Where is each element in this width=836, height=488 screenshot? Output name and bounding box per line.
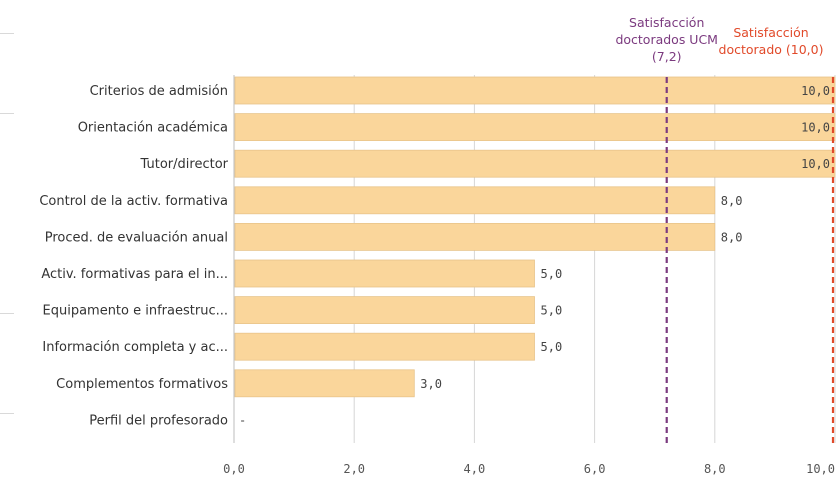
reference-line-label: doctorado (10,0)	[719, 42, 824, 57]
category-label: Tutor/director	[140, 157, 229, 172]
value-label: 5,0	[541, 304, 563, 318]
value-label: 8,0	[721, 230, 743, 244]
category-label: Orientación académica	[78, 121, 228, 136]
bar	[234, 113, 836, 141]
category-label: Perfil del profesorado	[89, 413, 228, 428]
bar	[234, 76, 836, 105]
category-label: Criterios de admisión	[90, 84, 228, 99]
x-tick-label: 6,0	[584, 462, 606, 476]
category-label: Activ. formativas para el in...	[41, 267, 228, 282]
value-label: 5,0	[541, 340, 563, 354]
panel-divider	[0, 413, 14, 414]
bar	[234, 369, 415, 398]
bar	[234, 149, 836, 178]
reference-line-label: Satisfacción	[629, 15, 704, 30]
category-label: Control de la activ. formativa	[39, 194, 228, 209]
x-tick-label: 4,0	[464, 462, 486, 476]
panel-divider	[0, 33, 14, 34]
reference-line-label: doctorados UCM	[615, 32, 718, 47]
category-label: Equipamento e infraestruc...	[43, 304, 229, 319]
category-label: Proced. de evaluación anual	[45, 230, 228, 245]
bar	[234, 186, 716, 215]
axis: 0,0 2,0 4,0 6,0 8,0 10,0 Criterios de admisión…	[39, 75, 835, 476]
value-label: 10,0	[801, 121, 830, 135]
bar	[234, 332, 535, 361]
panel-divider	[0, 113, 14, 114]
value-label: 3,0	[420, 377, 442, 391]
bars: 10,0 10,0 10,0 8,0 8,0 5,0 5,0 5,0 3,0 -	[234, 76, 836, 427]
bar	[234, 222, 716, 251]
left-panel-edge	[0, 0, 14, 488]
value-label: 10,0	[801, 84, 830, 98]
category-label: Información completa y ac...	[42, 340, 228, 355]
reference-line-label: (7,2)	[652, 49, 682, 64]
value-label: -	[239, 413, 246, 427]
bar	[234, 296, 535, 325]
panel-divider	[0, 313, 14, 314]
value-label: 5,0	[541, 267, 563, 281]
reference-line-label: Satisfacción	[733, 25, 808, 40]
x-tick-label: 10,0	[806, 462, 835, 476]
reference-lines: Satisfacción doctorados UCM (7,2) Satisfacc…	[615, 15, 835, 445]
bar	[234, 259, 535, 288]
value-label: 10,0	[801, 157, 830, 171]
x-tick-label: 8,0	[704, 462, 726, 476]
x-tick-label: 2,0	[343, 462, 365, 476]
category-label: Complementos formativos	[56, 377, 228, 392]
x-tick-label: 0,0	[223, 462, 245, 476]
value-label: 8,0	[721, 194, 743, 208]
